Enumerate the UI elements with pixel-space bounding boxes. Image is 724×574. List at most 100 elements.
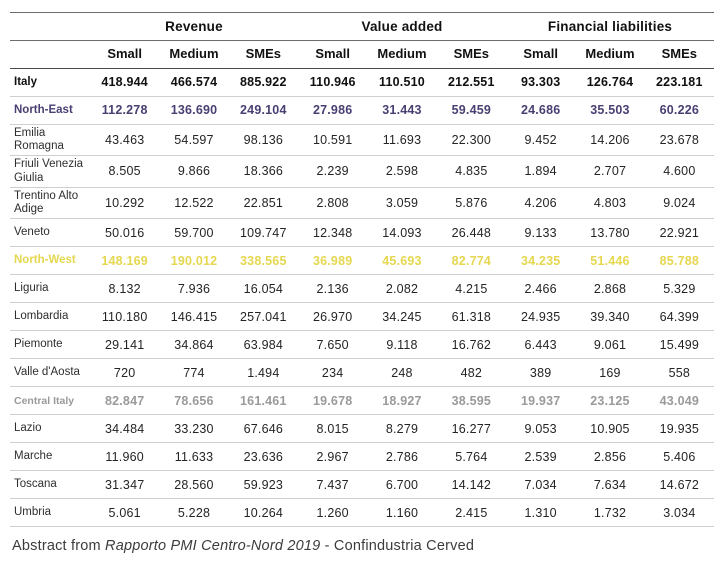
- cell-value: 466.574: [170, 75, 218, 90]
- cell-value: 60.226: [659, 103, 700, 118]
- group-header-value-added: Value added: [361, 18, 443, 34]
- cell-value: 18.366: [243, 164, 284, 179]
- cell-value: 63.984: [243, 337, 284, 352]
- cell-value: 54.597: [174, 133, 214, 148]
- row-label: Lombardia: [14, 310, 69, 323]
- cell-value: 23.636: [243, 449, 284, 464]
- cell-value: 5.764: [455, 449, 488, 464]
- cell-value: 1.260: [316, 505, 349, 520]
- cell-value: 9.866: [177, 164, 211, 179]
- table-row: Marche 11.960 11.633 23.636 2.967 2.786 5.764 2…: [10, 443, 714, 472]
- cell-value: 10.292: [104, 195, 145, 210]
- cell-value: 257.041: [240, 309, 287, 324]
- cell-value: 59.923: [243, 477, 284, 492]
- row-label: Liguria: [14, 282, 49, 295]
- cell-value: 7.650: [316, 337, 349, 352]
- cell-value: 16.277: [451, 421, 492, 436]
- cell-value: 112.278: [101, 103, 148, 118]
- cell-value: 4.835: [455, 164, 488, 179]
- row-label: Italy: [14, 75, 38, 88]
- cell-value: 2.415: [455, 505, 488, 520]
- column-header-revenue-medium: Medium: [169, 46, 219, 62]
- cell-value: 389: [529, 365, 552, 380]
- cell-value: 338.565: [240, 253, 287, 268]
- cell-value: 234: [321, 365, 344, 380]
- cell-value: 93.303: [520, 75, 561, 90]
- cell-value: 2.808: [316, 195, 349, 210]
- table-row: Italy 418.944 466.574 885.922 110.946 110.510…: [10, 69, 714, 97]
- cell-value: 67.646: [243, 421, 284, 436]
- cell-value: 64.399: [659, 309, 700, 324]
- cell-value: 43.049: [659, 393, 700, 408]
- cell-value: 126.764: [586, 75, 634, 90]
- table-row: Lombardia 110.180 146.415 257.041 26.970 34.2…: [10, 303, 714, 332]
- row-label: Marche: [14, 450, 53, 463]
- cell-value: 110.510: [379, 75, 425, 90]
- cell-value: 2.598: [385, 164, 419, 179]
- cell-value: 14.672: [659, 477, 700, 492]
- cell-value: 9.452: [524, 133, 557, 148]
- cell-value: 110.946: [309, 75, 356, 90]
- table-row: Umbria 5.061 5.228 10.264 1.260 1.160 2.415 1.3…: [10, 499, 714, 528]
- cell-value: 26.970: [312, 309, 353, 324]
- cell-value: 558: [668, 365, 691, 380]
- cell-value: 8.279: [385, 421, 419, 436]
- row-label: Piemonte: [14, 338, 63, 351]
- row-label: Veneto: [14, 226, 50, 239]
- cell-value: 7.437: [316, 477, 349, 492]
- table-row: Central Italy 82.847 78.656 161.461 19.678 18…: [10, 387, 714, 416]
- table-group-header-row: Revenue Value added Financial liabilitie…: [10, 13, 714, 41]
- cell-value: 7.936: [177, 281, 211, 296]
- cell-value: 6.443: [524, 337, 557, 352]
- cell-value: 27.986: [312, 103, 353, 118]
- cell-value: 14.206: [590, 133, 630, 148]
- cell-value: 212.551: [448, 75, 495, 90]
- column-header-liabilities-small: Small: [523, 46, 558, 62]
- cell-value: 8.505: [108, 164, 141, 179]
- cell-value: 2.967: [316, 449, 349, 464]
- cell-value: 3.034: [663, 505, 696, 520]
- row-label: North-East: [14, 103, 73, 116]
- column-header-valueadded-medium: Medium: [377, 46, 427, 62]
- cell-value: 45.693: [382, 253, 422, 268]
- cell-value: 39.340: [590, 309, 630, 324]
- source-note-title: Rapporto PMI Centro-Nord 2019: [105, 538, 321, 555]
- table-body: Italy 418.944 466.574 885.922 110.946 110.510…: [10, 69, 714, 528]
- cell-value: 2.786: [385, 449, 419, 464]
- cell-value: 4.600: [663, 164, 696, 179]
- group-header-financial-liabilities: Financial liabilities: [547, 18, 673, 34]
- cell-value: 13.780: [590, 225, 630, 240]
- cell-value: 14.142: [451, 477, 492, 492]
- cell-value: 720: [113, 365, 136, 380]
- cell-value: 190.012: [170, 253, 218, 268]
- cell-value: 18.927: [382, 393, 422, 408]
- row-label: Emilia Romagna: [14, 127, 64, 153]
- cell-value: 4.803: [593, 195, 627, 210]
- table-row: North-East 112.278 136.690 249.104 27.986 31.…: [10, 97, 714, 125]
- row-label: Valle d'Aosta: [14, 366, 80, 379]
- cell-value: 9.053: [524, 421, 557, 436]
- cell-value: 61.318: [451, 309, 492, 324]
- cell-value: 19.678: [312, 393, 353, 408]
- regional-smes-table: Revenue Value added Financial liabilitie…: [10, 12, 714, 528]
- column-header-liabilities-medium: Medium: [585, 46, 635, 62]
- cell-value: 146.415: [170, 309, 218, 324]
- cell-value: 10.264: [243, 505, 284, 520]
- cell-value: 34.245: [382, 309, 422, 324]
- column-header-valueadded-small: Small: [315, 46, 350, 62]
- cell-value: 22.851: [243, 195, 284, 210]
- cell-value: 2.082: [385, 281, 419, 296]
- cell-value: 28.560: [174, 477, 214, 492]
- cell-value: 7.634: [593, 477, 627, 492]
- table-row: Veneto 50.016 59.700 109.747 12.348 14.093 26.…: [10, 219, 714, 248]
- cell-value: 4.215: [455, 281, 488, 296]
- cell-value: 9.118: [386, 337, 418, 352]
- cell-value: 2.136: [316, 281, 349, 296]
- cell-value: 19.937: [520, 393, 561, 408]
- cell-value: 1.732: [593, 505, 627, 520]
- cell-value: 5.061: [108, 505, 141, 520]
- cell-value: 11.960: [105, 449, 144, 464]
- table-column-header-row: Small Medium SMEs Small Medium SMEs Smal…: [10, 41, 714, 69]
- table-row: Valle d'Aosta 720 774 1.494 234 248 482 389 169 5…: [10, 359, 714, 388]
